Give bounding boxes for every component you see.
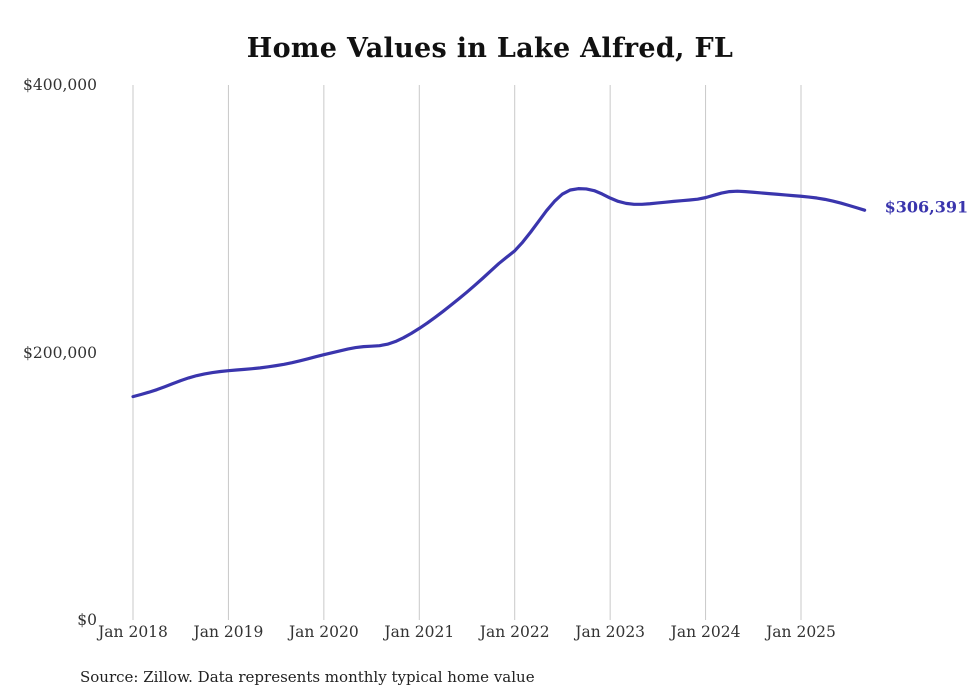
x-tick-label: Jan 2019 <box>193 623 264 641</box>
x-tick-label: Jan 2023 <box>575 623 646 641</box>
latest-value-label: $306,391 <box>884 197 969 217</box>
x-tick-label: Jan 2025 <box>766 623 836 641</box>
x-tick-label: Jan 2020 <box>288 623 359 641</box>
x-tick-label: Jan 2021 <box>384 623 455 641</box>
y-tick-label: $200,000 <box>23 343 97 362</box>
y-tick-label: $0 <box>77 611 97 629</box>
x-tick-label: Jan 2018 <box>98 623 168 641</box>
chart-title: Home Values in Lake Alfred, FL <box>246 33 734 64</box>
y-tick-label: $400,000 <box>23 76 97 94</box>
x-tick-label: Jan 2022 <box>479 623 550 641</box>
source-note: Source: Zillow. Data represents monthly … <box>80 668 535 686</box>
home-value-line <box>131 187 867 399</box>
x-tick-label: Jan 2024 <box>670 623 741 641</box>
